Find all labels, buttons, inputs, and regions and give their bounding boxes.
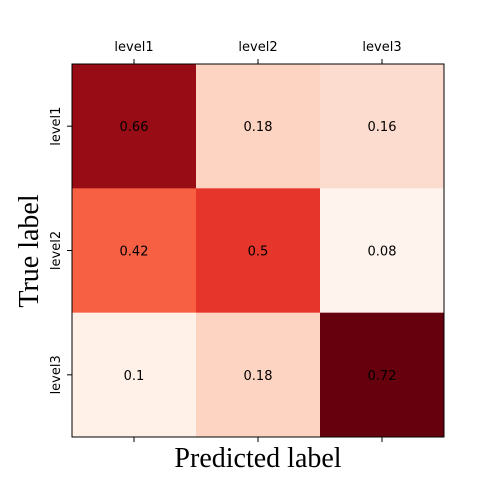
heatmap-cell <box>196 64 321 189</box>
heatmap-cell <box>196 312 321 438</box>
heatmap-cell <box>196 188 321 314</box>
x-tick-label: level1 <box>114 40 153 55</box>
x-tick-label: level2 <box>238 40 277 55</box>
heatmap-cells <box>72 64 445 438</box>
x-axis-ticks: level1 level2 level3 <box>114 40 402 442</box>
cell-value-label: 0.42 <box>120 245 149 260</box>
y-axis-title: True label <box>14 194 45 308</box>
y-tick-label: level1 <box>49 107 64 146</box>
cell-value-label: 0.72 <box>368 369 397 384</box>
y-tick-label: level3 <box>49 355 64 394</box>
heatmap-cell <box>72 188 197 314</box>
y-axis-ticks: level1 level2 level3 <box>49 107 72 394</box>
x-tick-label: level3 <box>362 40 401 55</box>
cell-value-label: 0.08 <box>368 245 397 260</box>
heatmap-cell <box>72 312 197 438</box>
heatmap-cell <box>320 312 445 438</box>
heatmap-cell <box>320 64 445 189</box>
heatmap-cell <box>72 64 197 189</box>
cell-value-label: 0.18 <box>244 120 273 135</box>
cell-value-label: 0.1 <box>124 369 145 384</box>
cell-value-label: 0.18 <box>244 369 273 384</box>
cell-value-label: 0.5 <box>248 245 269 260</box>
x-axis-title: Predicted label <box>174 443 341 474</box>
cell-value-label: 0.16 <box>368 120 397 135</box>
y-tick-label: level2 <box>49 231 64 270</box>
cell-value-labels: 0.66 0.18 0.16 0.42 0.5 0.08 0.1 0.18 0.72 <box>120 120 397 384</box>
heatmap-cell <box>320 188 445 314</box>
cell-value-label: 0.66 <box>120 120 149 135</box>
